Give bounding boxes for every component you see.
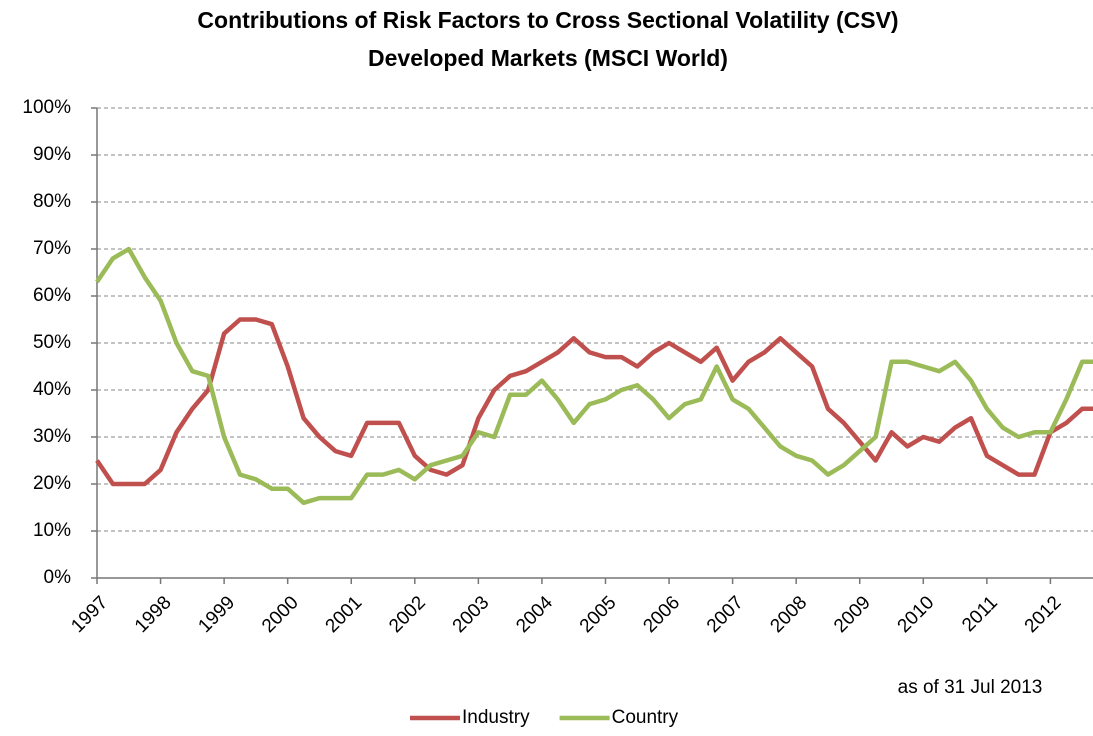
x-tick-label: 2002 <box>385 592 430 637</box>
chart-subtitle: Developed Markets (MSCI World) <box>368 45 728 71</box>
x-tick-label: 2004 <box>512 592 557 637</box>
legend-label: Industry <box>462 707 530 728</box>
y-tick-label: 30% <box>33 426 71 447</box>
y-tick-label: 60% <box>33 285 71 306</box>
y-tick-label: 10% <box>33 520 71 541</box>
x-tick-label: 2012 <box>1021 592 1066 637</box>
y-tick-label: 20% <box>33 473 71 494</box>
y-tick-label: 50% <box>33 332 71 353</box>
line-series <box>95 246 1093 506</box>
chart-title: Contributions of Risk Factors to Cross S… <box>197 7 898 33</box>
x-tick-label: 2006 <box>639 592 684 637</box>
x-tick-label: 2005 <box>576 592 621 637</box>
y-tick-label: 70% <box>33 238 71 259</box>
y-tick-label: 0% <box>44 567 72 588</box>
y-tick-label: 100% <box>22 97 71 118</box>
y-tick-label: 90% <box>33 144 71 165</box>
x-tick-label: 1997 <box>67 592 112 637</box>
x-tick-label: 2001 <box>322 592 367 637</box>
y-tick-label: 40% <box>33 379 71 400</box>
x-tick-label: 2009 <box>830 592 875 637</box>
x-tick-label: 2007 <box>703 592 748 637</box>
x-tick-label: 1998 <box>131 592 176 637</box>
legend-label: Country <box>612 707 679 728</box>
x-tick-label: 2000 <box>258 592 303 637</box>
x-tick-label: 2011 <box>958 592 1002 636</box>
x-tick-label: 2008 <box>767 592 812 637</box>
annotation: as of 31 Jul 2013 <box>898 677 1043 698</box>
y-tick-label: 80% <box>33 191 71 212</box>
line-series <box>95 317 1093 487</box>
x-tick-label: 1999 <box>194 592 239 637</box>
x-tick-label: 2003 <box>449 592 494 637</box>
x-tick-label: 2010 <box>894 592 939 637</box>
